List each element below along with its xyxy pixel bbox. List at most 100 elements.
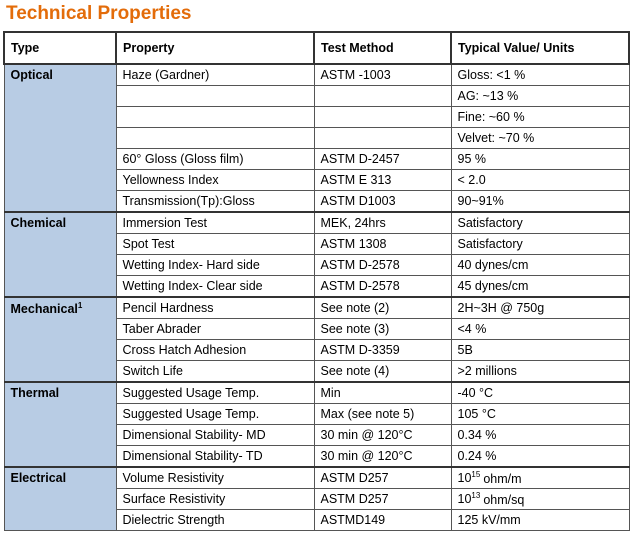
cell: 1013 ohm/sq bbox=[450, 488, 630, 510]
table-row: Wetting Index- Clear side ASTM D-2578 45 d… bbox=[4, 275, 630, 298]
type-cell: Chemical bbox=[3, 211, 117, 298]
cell: Transmission(Tp):Gloss bbox=[115, 190, 315, 213]
cell: Dielectric Strength bbox=[115, 509, 315, 531]
cell bbox=[313, 85, 452, 107]
cell-unit: ohm/m bbox=[483, 471, 522, 486]
table-row: Cross Hatch Adhesion ASTM D-3359 5B bbox=[4, 339, 630, 361]
cell: ASTM D-2578 bbox=[313, 254, 452, 276]
cell: ASTM D257 bbox=[313, 488, 452, 510]
cell: AG: ~13 % bbox=[450, 85, 630, 107]
table-row: Dimensional Stability- TD 30 min @ 120°C 0… bbox=[4, 445, 630, 468]
cell: Suggested Usage Temp. bbox=[115, 403, 315, 425]
table-row: Suggested Usage Temp. Max (see note 5) 105… bbox=[4, 403, 630, 425]
cell: Haze (Gardner) bbox=[115, 63, 315, 86]
table-row: 60° Gloss (Gloss film) ASTM D-2457 95 % bbox=[4, 148, 630, 170]
cell: MEK, 24hrs bbox=[313, 211, 452, 234]
cell: 2H~3H @ 750g bbox=[450, 296, 630, 319]
cell: 0.24 % bbox=[450, 445, 630, 468]
cell: Wetting Index- Hard side bbox=[115, 254, 315, 276]
cell: 0.34 % bbox=[450, 424, 630, 446]
cell: Yellowness Index bbox=[115, 169, 315, 191]
table-row: Electrical Volume Resistivity ASTM D257 101… bbox=[3, 466, 630, 531]
table-row: Optical Haze (Gardner) ASTM -1003 Gloss: <1… bbox=[3, 63, 630, 213]
table-row: Dimensional Stability- MD 30 min @ 120°C 0… bbox=[4, 424, 630, 446]
cell bbox=[115, 85, 315, 107]
cell: See note (4) bbox=[313, 360, 452, 383]
cell: <4 % bbox=[450, 318, 630, 340]
cell: >2 millions bbox=[450, 360, 630, 383]
type-cell: Electrical bbox=[3, 466, 117, 531]
cell-text: 10 bbox=[457, 471, 472, 486]
cell: Gloss: <1 % bbox=[450, 63, 630, 86]
cell-text: 10 bbox=[457, 492, 472, 507]
cell: Surface Resistivity bbox=[115, 488, 315, 510]
table-row: Switch Life See note (4) >2 millions bbox=[4, 360, 630, 383]
header-cell: Type bbox=[3, 31, 117, 65]
table-row: Dielectric Strength ASTMD149 125 kV/mm bbox=[4, 509, 630, 531]
cell: ASTM E 313 bbox=[313, 169, 452, 191]
cell: 95 % bbox=[450, 148, 630, 170]
cell: ASTM D1003 bbox=[313, 190, 452, 213]
cell bbox=[313, 106, 452, 128]
table-row: Taber Abrader See note (3) <4 % bbox=[4, 318, 630, 340]
type-cell: Mechanical1 bbox=[3, 296, 117, 383]
cell: 5B bbox=[450, 339, 630, 361]
cell: Switch Life bbox=[115, 360, 315, 383]
cell: Pencil Hardness bbox=[115, 296, 315, 319]
cell: 90~91% bbox=[450, 190, 630, 213]
table-row: Mechanical1 Pencil Hardness See note (2) 2H… bbox=[3, 296, 630, 383]
properties-table: Type Property Test Method Typical Value/ Un… bbox=[3, 31, 630, 531]
cell-text: Mechanical bbox=[10, 302, 78, 317]
superscript: 13 bbox=[471, 491, 481, 501]
cell: 45 dynes/cm bbox=[450, 275, 630, 298]
cell: 30 min @ 120°C bbox=[313, 445, 452, 468]
cell bbox=[313, 127, 452, 149]
table-row: Yellowness Index ASTM E 313 < 2.0 bbox=[4, 169, 630, 191]
cell: Wetting Index- Clear side bbox=[115, 275, 315, 298]
cell: See note (3) bbox=[313, 318, 452, 340]
superscript: 15 bbox=[471, 470, 481, 480]
cell: Max (see note 5) bbox=[313, 403, 452, 425]
table-row: Chemical Immersion Test MEK, 24hrs Satisfac… bbox=[3, 211, 630, 298]
header-cell: Test Method bbox=[313, 31, 452, 65]
cell: ASTM D-2457 bbox=[313, 148, 452, 170]
type-cell: Thermal bbox=[3, 381, 117, 468]
cell: Satisfactory bbox=[450, 233, 630, 255]
cell bbox=[115, 127, 315, 149]
type-cell: Optical bbox=[3, 63, 117, 213]
cell: ASTM D-2578 bbox=[313, 275, 452, 298]
table-row: Surface Resistivity ASTM D257 1013 ohm/sq bbox=[4, 488, 630, 510]
cell: Cross Hatch Adhesion bbox=[115, 339, 315, 361]
cell: 125 kV/mm bbox=[450, 509, 630, 531]
header-cell: Property bbox=[115, 31, 315, 65]
table-row: Velvet: ~70 % bbox=[4, 127, 630, 149]
cell: ASTM D-3359 bbox=[313, 339, 452, 361]
cell: Fine: ~60 % bbox=[450, 106, 630, 128]
cell: Min bbox=[313, 381, 452, 404]
cell: ASTM D257 bbox=[313, 466, 452, 489]
cell: Volume Resistivity bbox=[115, 466, 315, 489]
cell: 60° Gloss (Gloss film) bbox=[115, 148, 315, 170]
cell: Velvet: ~70 % bbox=[450, 127, 630, 149]
cell: ASTM 1308 bbox=[313, 233, 452, 255]
cell: Suggested Usage Temp. bbox=[115, 381, 315, 404]
header-row: Type Property Test Method Typical Value/ Un… bbox=[3, 31, 630, 65]
cell-unit: ohm/sq bbox=[483, 492, 525, 507]
cell: ASTMD149 bbox=[313, 509, 452, 531]
cell: 30 min @ 120°C bbox=[313, 424, 452, 446]
cell: 40 dynes/cm bbox=[450, 254, 630, 276]
cell: Dimensional Stability- TD bbox=[115, 445, 315, 468]
table-row: Wetting Index- Hard side ASTM D-2578 40 dy… bbox=[4, 254, 630, 276]
cell: 105 °C bbox=[450, 403, 630, 425]
cell bbox=[115, 106, 315, 128]
superscript: 1 bbox=[77, 301, 83, 310]
cell: See note (2) bbox=[313, 296, 452, 319]
cell: 1015 ohm/m bbox=[450, 466, 630, 489]
cell: Spot Test bbox=[115, 233, 315, 255]
cell: Dimensional Stability- MD bbox=[115, 424, 315, 446]
table-row: AG: ~13 % bbox=[4, 85, 630, 107]
header-cell: Typical Value/ Units bbox=[450, 31, 630, 65]
cell: < 2.0 bbox=[450, 169, 630, 191]
title: Technical Properties bbox=[6, 3, 192, 24]
